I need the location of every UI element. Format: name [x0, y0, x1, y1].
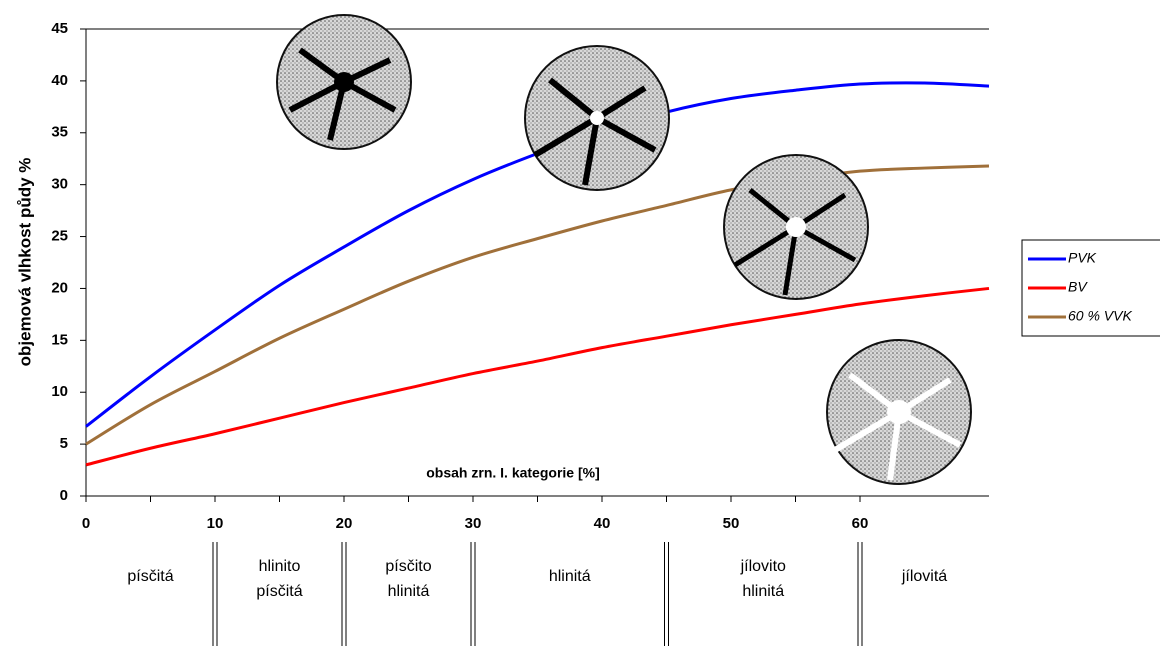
x-axis-title: obsah zrn. I. kategorie [%]: [426, 465, 599, 481]
soil-image: [827, 340, 971, 484]
texture-label: jílovito: [740, 558, 786, 575]
texture-label: hlinitá: [388, 583, 430, 600]
soil-image: [724, 155, 868, 299]
legend-label: BV: [1068, 279, 1088, 295]
soil-image: [277, 15, 411, 149]
soil-image: [525, 46, 669, 190]
y-tick-label: 35: [51, 124, 68, 141]
x-tick-label: 30: [465, 515, 482, 532]
texture-label: hlinito: [259, 558, 301, 575]
texture-label: jílovitá: [901, 568, 947, 585]
y-tick-label: 15: [51, 331, 68, 348]
y-tick-label: 25: [51, 228, 68, 245]
y-tick-label: 30: [51, 176, 68, 193]
y-tick-label: 40: [51, 72, 68, 89]
texture-label: písčitá: [256, 583, 302, 600]
y-tick-label: 20: [51, 279, 68, 296]
x-tick-label: 20: [336, 515, 353, 532]
x-tick-label: 40: [594, 515, 611, 532]
y-tick-label: 5: [60, 435, 68, 452]
x-tick-label: 0: [82, 515, 90, 532]
x-tick-label: 10: [207, 515, 224, 532]
texture-label: hlinitá: [549, 568, 591, 585]
y-tick-label: 10: [51, 383, 68, 400]
texture-label: písčito: [385, 558, 431, 575]
chart: 0 5 10 15 20 25 30 35 40 45 0 10 20 30 40 50 60 objemová…: [0, 0, 1160, 646]
texture-label: písčitá: [127, 568, 173, 585]
texture-label: hlinitá: [742, 583, 784, 600]
y-tick-label: 45: [51, 20, 68, 37]
legend-label: 60 % VVK: [1068, 308, 1132, 324]
x-tick-label: 60: [852, 515, 869, 532]
soil-images: [277, 15, 971, 484]
y-tick-label: 0: [60, 487, 68, 504]
legend-label: PVK: [1068, 250, 1097, 266]
x-tick-label: 50: [723, 515, 740, 532]
y-axis-title: objemová vlhkost půdy %: [15, 158, 34, 367]
texture-bands: písčitá hlinito písčitá písčito hlinitá hlini…: [127, 542, 947, 646]
